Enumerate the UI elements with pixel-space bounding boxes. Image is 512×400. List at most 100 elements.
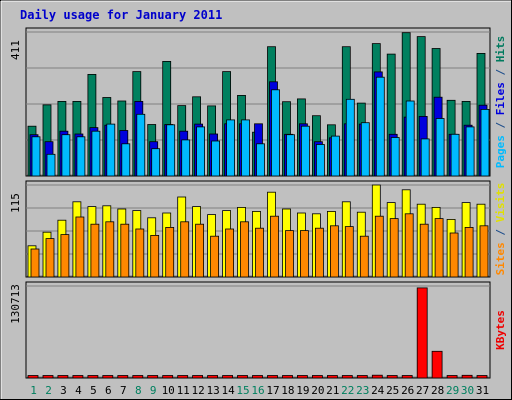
x-tick-label-25: 25 — [386, 384, 399, 397]
bar-sites-22 — [344, 226, 354, 278]
bar-sites-9 — [150, 234, 160, 278]
bar-kbytes-9 — [147, 375, 159, 379]
series-sites — [30, 213, 489, 278]
legend-part-0: KBytes — [494, 310, 507, 350]
bar-sites-8 — [135, 228, 145, 278]
x-tick-label-31: 31 — [476, 384, 489, 397]
legend-part-3: / — [494, 62, 507, 82]
x-tick-label-13: 13 — [206, 384, 219, 397]
bar-kbytes-1 — [27, 375, 39, 379]
bar-pages-8 — [136, 113, 146, 177]
x-tick-label-6: 6 — [105, 384, 112, 397]
bar-kbytes-30 — [461, 374, 473, 379]
legend-part-2: Files — [494, 82, 507, 115]
chart-panels: 411 Pages / Files / Hits 115 Sites / Visits… — [9, 27, 507, 379]
x-tick-label-12: 12 — [191, 384, 204, 397]
series-pages — [31, 76, 490, 177]
bar-sites-23 — [359, 235, 369, 278]
x-tick-label-7: 7 — [120, 384, 127, 397]
bar-pages-21 — [330, 135, 340, 177]
legend-part-1: / — [494, 222, 507, 242]
bar-sites-28 — [434, 218, 444, 278]
bar-pages-7 — [121, 143, 131, 177]
bar-pages-29 — [450, 133, 460, 177]
bar-kbytes-5 — [87, 375, 99, 379]
bar-kbytes-3 — [57, 375, 69, 379]
bar-sites-29 — [449, 232, 459, 278]
bar-kbytes-22 — [341, 375, 353, 379]
x-tick-label-9: 9 — [150, 384, 157, 397]
bar-pages-1 — [31, 136, 41, 177]
bar-pages-14 — [226, 119, 236, 177]
bar-pages-12 — [196, 126, 206, 177]
bar-sites-4 — [75, 216, 85, 278]
x-tick-label-19: 19 — [296, 384, 309, 397]
x-tick-label-27: 27 — [416, 384, 429, 397]
panel-legend-kbytes: KBytes — [494, 310, 507, 350]
bar-kbytes-23 — [356, 375, 368, 379]
bar-sites-15 — [240, 221, 249, 278]
bar-sites-1 — [30, 248, 40, 278]
legend-part-0: Sites — [494, 242, 507, 275]
x-tick-label-23: 23 — [356, 384, 369, 397]
x-tick-label-3: 3 — [60, 384, 67, 397]
bar-kbytes-14 — [222, 375, 234, 379]
bar-pages-20 — [315, 144, 325, 177]
x-tick-label-5: 5 — [90, 384, 97, 397]
x-tick-label-8: 8 — [135, 384, 142, 397]
bar-kbytes-8 — [132, 375, 144, 379]
bar-sites-30 — [464, 226, 474, 278]
bar-kbytes-21 — [326, 375, 338, 379]
panel-legend-hits: Pages / Files / Hits — [494, 36, 507, 169]
bar-pages-30 — [465, 126, 475, 177]
bar-sites-14 — [225, 228, 235, 278]
x-tick-label-30: 30 — [461, 384, 474, 397]
x-tick-label-1: 1 — [30, 384, 37, 397]
bar-kbytes-29 — [446, 375, 458, 379]
bar-pages-24 — [375, 76, 385, 177]
x-tick-label-18: 18 — [281, 384, 294, 397]
bar-sites-7 — [120, 223, 130, 278]
y-max-label: 115 — [9, 193, 22, 213]
bar-sites-3 — [60, 234, 70, 278]
bar-kbytes-25 — [386, 375, 398, 379]
bar-sites-25 — [389, 218, 399, 278]
bar-kbytes-10 — [162, 375, 174, 379]
bar-kbytes-15 — [237, 375, 248, 379]
x-tick-label-4: 4 — [75, 384, 82, 397]
bar-sites-20 — [314, 227, 324, 278]
y-max-label: 411 — [9, 40, 22, 60]
bar-kbytes-31 — [476, 375, 488, 379]
x-tick-label-11: 11 — [177, 384, 190, 397]
bar-pages-27 — [420, 138, 430, 177]
bar-kbytes-11 — [177, 375, 189, 379]
bar-sites-16 — [255, 227, 264, 278]
bar-kbytes-17 — [267, 375, 278, 379]
bar-kbytes-20 — [311, 375, 323, 379]
bar-pages-26 — [405, 100, 415, 177]
bar-sites-6 — [105, 221, 115, 278]
bar-pages-11 — [181, 139, 191, 177]
bar-sites-17 — [270, 215, 279, 278]
bar-pages-15 — [241, 119, 250, 177]
bar-kbytes-6 — [102, 375, 114, 379]
x-tick-label-16: 16 — [251, 384, 264, 397]
bar-pages-4 — [76, 136, 86, 177]
legend-part-0: Pages — [494, 135, 507, 168]
legend-part-2: Visits — [494, 183, 507, 223]
bar-pages-18 — [286, 134, 295, 177]
bar-pages-9 — [151, 148, 161, 177]
bar-sites-27 — [419, 223, 429, 278]
bar-pages-2 — [46, 153, 56, 177]
bar-sites-2 — [45, 238, 55, 278]
bar-kbytes-26 — [401, 375, 413, 379]
bar-pages-31 — [480, 109, 490, 177]
bar-pages-5 — [91, 130, 101, 177]
panel-visits: 115 Sites / Visits — [9, 180, 507, 278]
bar-sites-12 — [195, 223, 205, 278]
legend-part-1: / — [494, 115, 507, 135]
legend-part-4: Hits — [494, 36, 507, 63]
bar-sites-21 — [329, 225, 339, 278]
bar-kbytes-7 — [117, 375, 129, 379]
